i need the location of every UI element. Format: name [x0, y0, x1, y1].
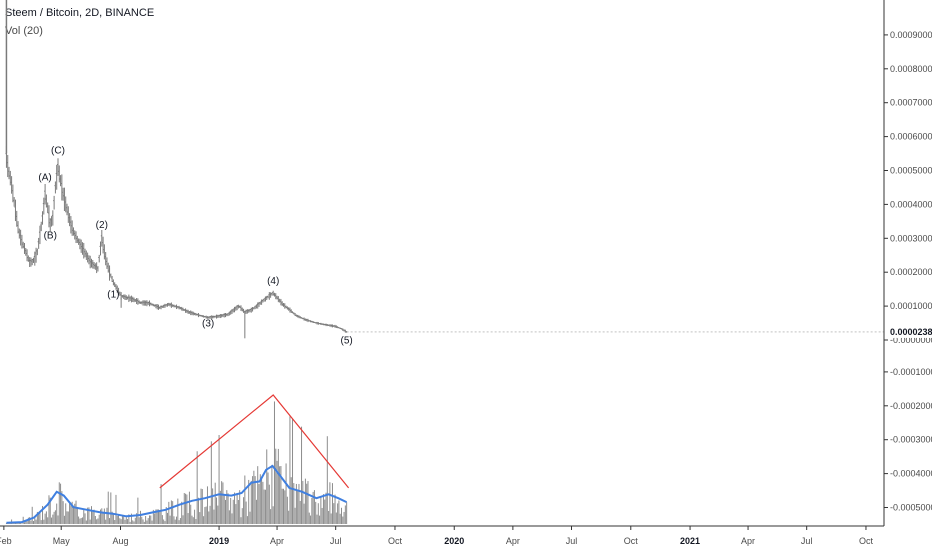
x-tick-label: Oct — [388, 536, 403, 546]
wave-label: (B) — [44, 230, 57, 241]
x-tick-label: Jul — [566, 536, 578, 546]
wave-label: (3) — [202, 318, 214, 329]
y-tick-label: 0.0005000 — [890, 166, 932, 176]
y-tick-label: -0.0005000 — [890, 503, 932, 513]
x-tick-label: 2020 — [444, 536, 464, 546]
y-tick-label: -0.0002000 — [890, 401, 932, 411]
y-tick-label: 0.0001000 — [890, 301, 932, 311]
price-axis[interactable]: 0.0009000 0.0008000 0.0007000 0.0006000 0.00… — [883, 0, 932, 526]
chart-legend-title: Steem / Bitcoin, 2D, BINANCE — [5, 7, 155, 19]
y-tick-label: -0.0004000 — [890, 469, 932, 479]
volume-legend: Vol (20) — [5, 25, 43, 37]
x-tick-label: Oct — [624, 536, 639, 546]
price-plot-area — [5, 0, 884, 339]
triangle-annotation — [159, 394, 350, 489]
wave-label: (2) — [96, 220, 108, 231]
wave-label: (A) — [38, 173, 51, 184]
last-price-box — [886, 325, 932, 338]
y-tick-label: 0.0009000 — [890, 30, 932, 40]
y-tick-label: -0.0003000 — [890, 435, 932, 445]
x-tick-label: Oct — [859, 536, 874, 546]
y-tick-label: -0.0001000 — [890, 367, 932, 377]
y-tick-label: 0.0004000 — [890, 199, 932, 209]
wave-label: (5) — [341, 335, 353, 346]
wave-label: (4) — [267, 276, 279, 287]
wave-label: (1) — [107, 290, 119, 301]
wave-label: (C) — [51, 146, 65, 157]
volume-plot-area — [5, 394, 350, 524]
y-tick-label: 0.0007000 — [890, 98, 932, 108]
x-tick-label: Apr — [270, 536, 284, 546]
y-tick-label: 0.0008000 — [890, 64, 932, 74]
x-tick-label: Jul — [801, 536, 813, 546]
x-tick-label: Aug — [112, 536, 128, 546]
volume-ma-line — [6, 464, 348, 524]
y-tick-label: -0.0000000 — [890, 335, 932, 345]
time-axis[interactable]: Feb May Aug 2019 Apr Jul Oct 2020 Apr Jul Oct 2021 A… — [0, 525, 884, 546]
y-tick-label: 0.0006000 — [890, 132, 932, 142]
x-tick-label: 2019 — [209, 536, 229, 546]
x-tick-label: Apr — [741, 536, 755, 546]
y-tick-label: 0.0002000 — [890, 267, 932, 277]
x-tick-label: Apr — [506, 536, 520, 546]
x-tick-label: Jul — [330, 536, 342, 546]
x-tick-label: 2021 — [680, 536, 700, 546]
last-price-label: 0.0000238 — [890, 327, 932, 337]
x-tick-label: May — [53, 536, 71, 546]
x-tick-label: Feb — [0, 536, 12, 546]
y-tick-label: 0.0003000 — [890, 233, 932, 243]
wave-labels: (A) (B) (C) (1) (2) (3) (4) (5) — [38, 146, 352, 347]
